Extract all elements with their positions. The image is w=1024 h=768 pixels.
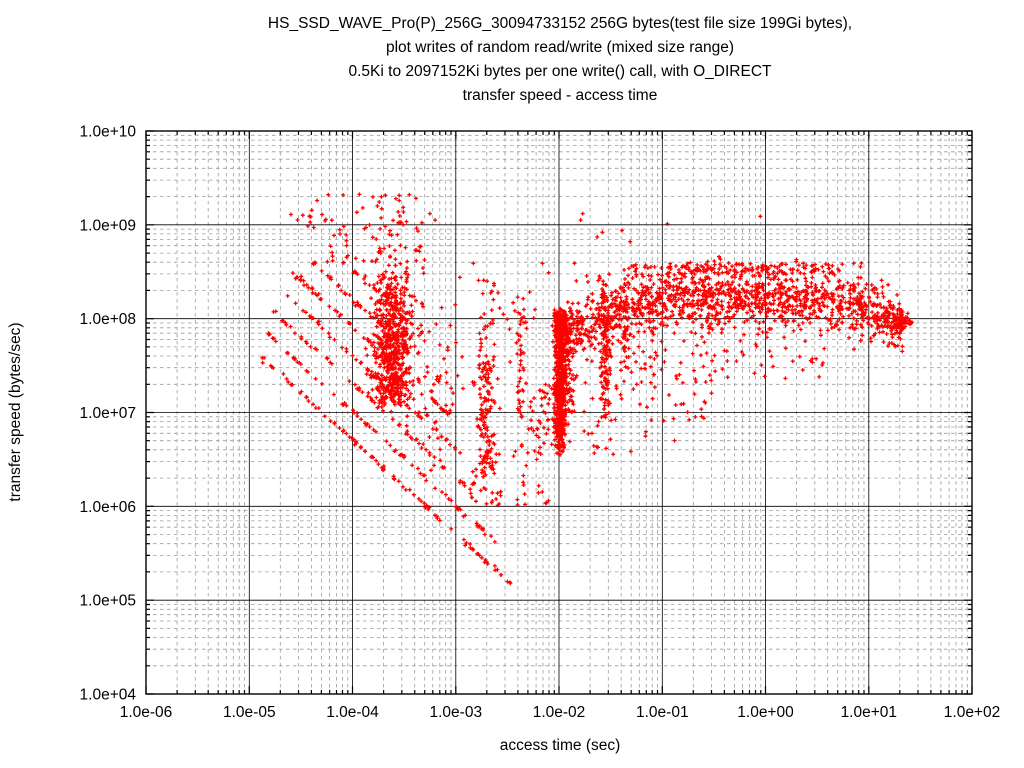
y-tick-label: 1.0e+10 <box>80 124 137 141</box>
x-axis-tick-labels: 1.0e-06 1.0e-05 1.0e-04 1.0e-03 1.0e-02 1.0e-… <box>120 704 1001 721</box>
y-tick-label: 1.0e+07 <box>80 405 136 422</box>
x-tick-label: 1.0e+02 <box>944 704 1000 721</box>
x-tick-label: 1.0e-01 <box>636 704 689 721</box>
title-line-4: transfer speed - access time <box>463 87 658 104</box>
x-tick-label: 1.0e-02 <box>533 704 586 721</box>
x-tick-label: 1.0e-03 <box>430 704 483 721</box>
x-tick-label: 1.0e+01 <box>841 704 897 721</box>
title-line-1: HS_SSD_WAVE_Pro(P)_256G_30094733152 256G… <box>268 15 852 32</box>
x-tick-label: 1.0e-06 <box>120 704 173 721</box>
y-tick-label: 1.0e+08 <box>80 311 136 328</box>
x-tick-label: 1.0e+00 <box>737 704 794 721</box>
title-line-2: plot writes of random read/write (mixed … <box>386 39 734 56</box>
chart-title: HS_SSD_WAVE_Pro(P)_256G_30094733152 256G… <box>268 15 852 104</box>
y-axis-tick-labels: 1.0e+04 1.0e+05 1.0e+06 1.0e+07 1.0e+08 1.0e+… <box>80 124 137 704</box>
y-tick-label: 1.0e+09 <box>80 217 136 234</box>
y-axis-title: transfer speed (bytes/sec) <box>7 322 24 501</box>
scatter-points <box>260 192 915 586</box>
axis-ticks <box>145 130 973 695</box>
x-axis-title: access time (sec) <box>500 737 621 754</box>
x-tick-label: 1.0e-05 <box>223 704 276 721</box>
y-tick-label: 1.0e+04 <box>80 687 137 704</box>
title-line-3: 0.5Ki to 2097152Ki bytes per one write()… <box>349 63 773 80</box>
y-tick-label: 1.0e+05 <box>80 593 136 610</box>
y-tick-label: 1.0e+06 <box>80 499 136 516</box>
x-tick-label: 1.0e-04 <box>326 704 379 721</box>
